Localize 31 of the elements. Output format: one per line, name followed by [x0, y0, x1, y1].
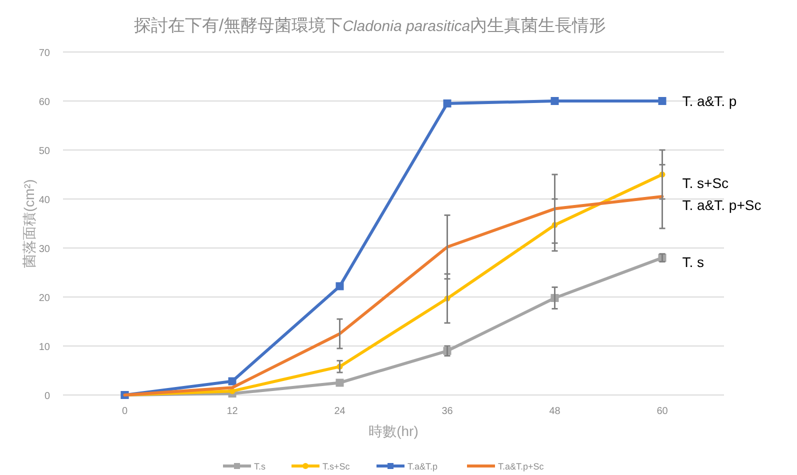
point: [658, 97, 666, 105]
x-tick-label: 48: [549, 406, 561, 417]
x-tick-label: 36: [442, 406, 454, 417]
y-tick-label: 0: [44, 391, 50, 402]
y-tick-label: 20: [38, 293, 50, 304]
y-tick-label: 10: [38, 342, 50, 353]
y-tick-label: 40: [38, 195, 50, 206]
x-tick-label: 12: [226, 406, 238, 417]
y-tick-label: 50: [38, 146, 50, 157]
point: [336, 378, 344, 387]
legend-label: T.a&T.p: [408, 462, 438, 472]
point: [443, 99, 452, 108]
point: [336, 282, 344, 290]
point: [228, 377, 236, 386]
chart-title: 探討在下有/無酵母菌環境下Cladonia parasitica內生真菌生長情形: [134, 16, 606, 35]
annotation: T. s: [682, 254, 704, 270]
annotation: T. s+Sc: [682, 174, 729, 191]
x-tick-label: 0: [122, 406, 128, 417]
y-axis-title: 菌落面積(cm²): [21, 179, 37, 268]
x-axis-title: 時數(hr): [368, 423, 418, 439]
point: [550, 97, 559, 105]
legend-label: T.a&T.p+Sc: [498, 462, 544, 472]
y-tick-label: 30: [38, 244, 50, 255]
annotation: T. a&T. p: [682, 93, 737, 109]
y-tick-label: 70: [38, 48, 50, 59]
legend-label: T.s+Sc: [322, 462, 350, 472]
x-tick-label: 24: [334, 406, 346, 417]
x-tick-label: 60: [656, 406, 668, 417]
y-tick-label: 60: [38, 97, 50, 108]
annotation: T. a&T. p+Sc: [682, 196, 762, 213]
legend-label: T.s: [254, 462, 266, 472]
